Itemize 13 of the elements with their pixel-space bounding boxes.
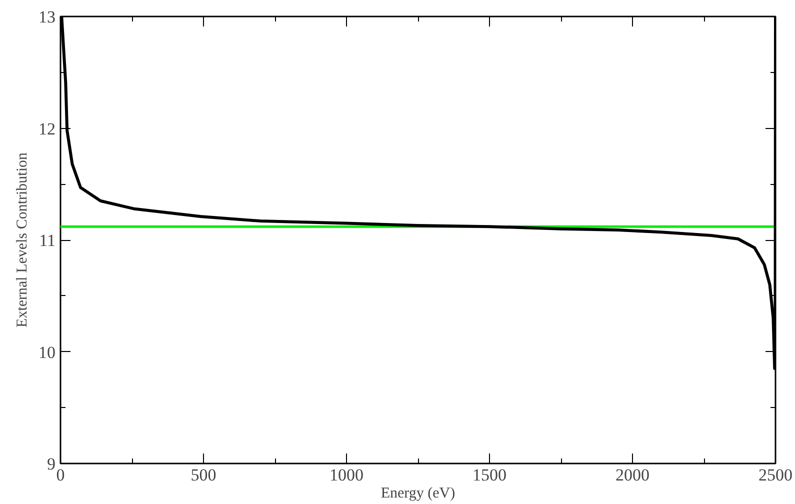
y-tick-label: 12 bbox=[38, 119, 56, 138]
x-axis-title: Energy (eV) bbox=[380, 486, 456, 502]
y-tick-label: 10 bbox=[38, 342, 56, 362]
y-tick-label: 13 bbox=[38, 8, 56, 26]
y-axis-title: External Levels Contribution bbox=[14, 152, 30, 328]
x-tick-label: 2500 bbox=[758, 466, 792, 484]
x-tick-label: 1500 bbox=[472, 466, 506, 484]
x-tick-label: 1000 bbox=[330, 466, 364, 484]
x-tick-label: 0 bbox=[56, 466, 65, 484]
x-tick-label: 2000 bbox=[616, 466, 650, 484]
y-tick-label: 9 bbox=[47, 454, 56, 474]
y-tick-label: 11 bbox=[39, 231, 56, 250]
x-tick-label: 500 bbox=[190, 466, 216, 484]
